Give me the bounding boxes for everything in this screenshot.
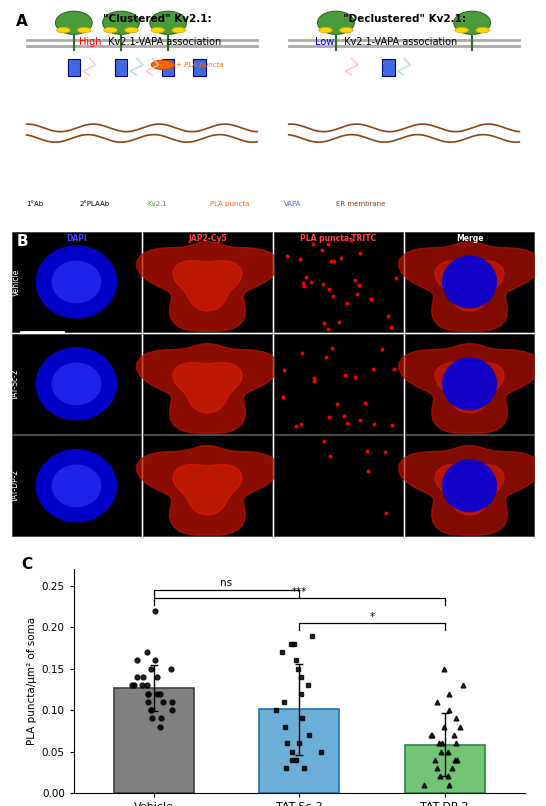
- Ellipse shape: [51, 363, 102, 405]
- FancyBboxPatch shape: [143, 435, 272, 536]
- Ellipse shape: [318, 11, 354, 35]
- Ellipse shape: [56, 11, 92, 35]
- Text: PLA puncta-TRITC: PLA puncta-TRITC: [300, 234, 377, 243]
- Text: Low: Low: [315, 38, 334, 48]
- Text: PLA puncta: PLA puncta: [210, 201, 250, 206]
- FancyBboxPatch shape: [405, 231, 534, 332]
- Ellipse shape: [442, 357, 497, 410]
- Polygon shape: [173, 260, 242, 311]
- FancyBboxPatch shape: [143, 231, 272, 332]
- Text: DAPI: DAPI: [66, 234, 87, 243]
- Text: JAP2-Cy5: JAP2-Cy5: [188, 234, 227, 243]
- Circle shape: [172, 27, 186, 33]
- Text: Vehicle: Vehicle: [11, 268, 20, 296]
- Polygon shape: [399, 242, 541, 331]
- FancyBboxPatch shape: [12, 435, 141, 536]
- Circle shape: [151, 27, 164, 33]
- Text: Kv2.1-VAPA association: Kv2.1-VAPA association: [341, 38, 458, 48]
- Bar: [115, 59, 127, 77]
- Circle shape: [476, 27, 489, 33]
- FancyBboxPatch shape: [405, 334, 534, 434]
- Ellipse shape: [51, 260, 102, 303]
- Text: + PLA puncta: + PLA puncta: [176, 62, 224, 68]
- FancyBboxPatch shape: [12, 334, 141, 434]
- Bar: [193, 59, 206, 77]
- Text: VAPA: VAPA: [283, 201, 301, 206]
- Ellipse shape: [442, 256, 497, 309]
- Text: ER membrane: ER membrane: [336, 201, 385, 206]
- Text: 1°Ab: 1°Ab: [27, 201, 44, 206]
- Polygon shape: [435, 464, 504, 515]
- Polygon shape: [173, 363, 242, 413]
- Circle shape: [151, 60, 175, 69]
- Text: TAT-DP-2: TAT-DP-2: [11, 469, 20, 502]
- Text: "Declustered" Kv2.1:: "Declustered" Kv2.1:: [342, 15, 466, 24]
- Ellipse shape: [36, 245, 117, 318]
- FancyBboxPatch shape: [143, 334, 272, 434]
- Text: Kv2.1: Kv2.1: [147, 201, 167, 206]
- Ellipse shape: [150, 11, 187, 35]
- FancyBboxPatch shape: [12, 231, 141, 332]
- Circle shape: [319, 27, 332, 33]
- Ellipse shape: [442, 459, 497, 513]
- Ellipse shape: [36, 347, 117, 421]
- FancyBboxPatch shape: [274, 435, 403, 536]
- Text: C: C: [21, 557, 33, 572]
- Text: 2°PLAAb: 2°PLAAb: [79, 201, 109, 206]
- Polygon shape: [136, 343, 278, 433]
- Text: High: High: [79, 38, 102, 48]
- Circle shape: [124, 27, 138, 33]
- Ellipse shape: [51, 464, 102, 507]
- Circle shape: [57, 27, 70, 33]
- Circle shape: [455, 27, 468, 33]
- Text: Kv2.1-VAPA association: Kv2.1-VAPA association: [105, 38, 222, 48]
- Bar: [382, 59, 395, 77]
- Polygon shape: [173, 464, 242, 515]
- Text: Merge: Merge: [456, 234, 483, 243]
- Polygon shape: [435, 363, 504, 413]
- Circle shape: [340, 27, 353, 33]
- Circle shape: [78, 27, 91, 33]
- FancyBboxPatch shape: [274, 231, 403, 332]
- Text: TAT-Sc-2: TAT-Sc-2: [11, 368, 20, 400]
- FancyBboxPatch shape: [405, 435, 534, 536]
- Text: B: B: [16, 234, 28, 249]
- Text: A: A: [16, 15, 28, 29]
- Ellipse shape: [103, 11, 139, 35]
- Polygon shape: [399, 343, 541, 433]
- Ellipse shape: [454, 11, 490, 35]
- Bar: [162, 59, 175, 77]
- Polygon shape: [399, 446, 541, 535]
- Ellipse shape: [36, 449, 117, 522]
- FancyBboxPatch shape: [274, 334, 403, 434]
- Bar: [68, 59, 80, 77]
- Text: "Clustered" Kv2.1:: "Clustered" Kv2.1:: [103, 15, 212, 24]
- Circle shape: [104, 27, 117, 33]
- Polygon shape: [136, 446, 278, 535]
- Polygon shape: [435, 260, 504, 311]
- Polygon shape: [136, 242, 278, 331]
